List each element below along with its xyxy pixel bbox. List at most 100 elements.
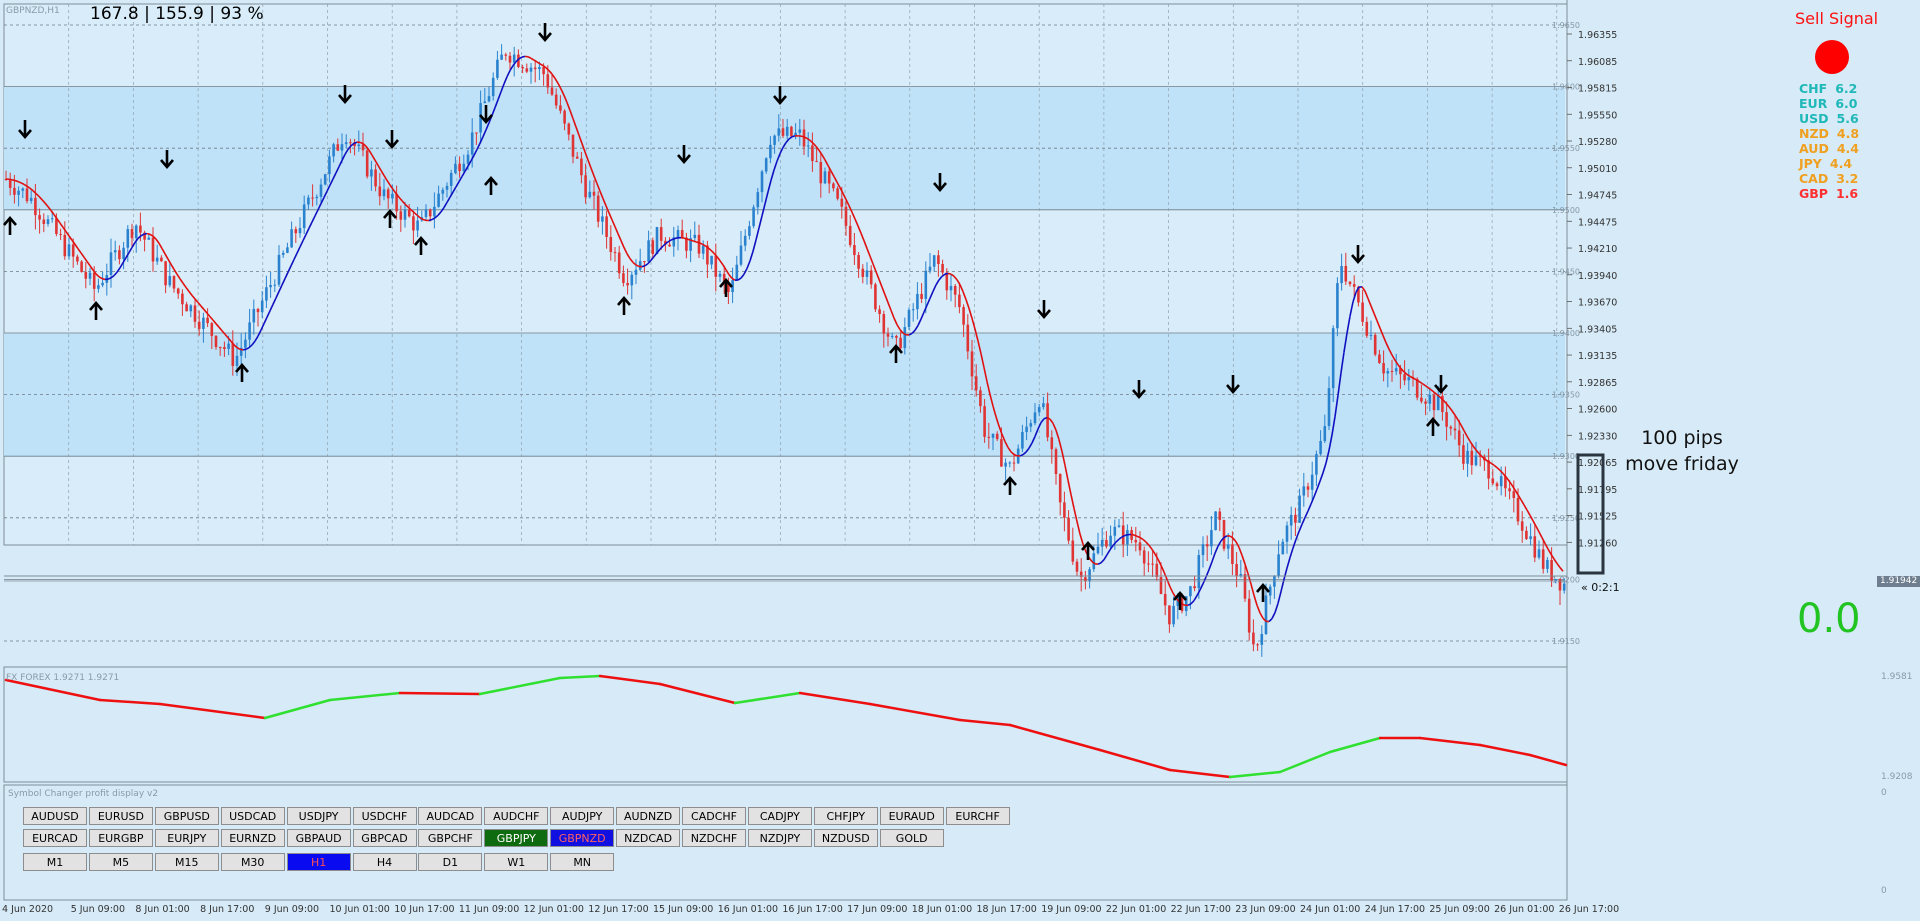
symbol-button-cadchf[interactable]: CADCHF (682, 807, 746, 825)
inner-level-label: 1.9300 (1552, 452, 1580, 461)
symbol-button-nzdchf[interactable]: NZDCHF (682, 829, 746, 847)
candle-body (227, 343, 230, 349)
candle-body (1184, 596, 1188, 612)
symbol-button-eurcad[interactable]: EURCAD (23, 829, 87, 847)
candle-body (353, 142, 356, 147)
candle-body (1084, 577, 1087, 582)
symbol-button-nzdusd[interactable]: NZDUSD (813, 829, 878, 847)
price-axis-label: 1.93135 (1578, 351, 1617, 362)
symbol-button-audjpy[interactable]: AUDJPY (550, 807, 615, 825)
symbol-button-nzdjpy[interactable]: NZDJPY (747, 829, 812, 847)
moving-average-segment (791, 135, 796, 138)
symbol-button-eurnzd[interactable]: EURNZD (220, 829, 285, 847)
moving-average-segment (107, 277, 112, 280)
candle-body (1109, 535, 1112, 547)
moving-average-segment (500, 83, 505, 93)
candle-body (386, 189, 390, 199)
price-axis-label: 1.95280 (1578, 137, 1617, 148)
symbol-button-gbpnzd[interactable]: GBPNZD (550, 829, 615, 847)
time-axis-label: 16 Jun 17:00 (782, 904, 842, 915)
sell-arrow-icon (538, 23, 552, 42)
oscillator-segment (4, 678, 102, 702)
symbol-panel-axis-top: 0 (1881, 788, 1887, 798)
sell-arrow-icon (1434, 375, 1448, 394)
symbol-button-euraud[interactable]: EURAUD (879, 807, 944, 825)
symbol-button-chfjpy[interactable]: CHFJPY (813, 807, 878, 825)
time-axis-label: 10 Jun 17:00 (394, 904, 454, 915)
candle-body (260, 300, 264, 313)
candle-body (563, 110, 566, 124)
price-axis-label: 1.91260 (1578, 538, 1617, 549)
symbol-button-gbpjpy[interactable]: GBPJPY (484, 829, 549, 847)
timeframe-button-d1[interactable]: D1 (418, 853, 483, 871)
moving-average-segment (257, 329, 262, 337)
candle-body (697, 234, 701, 254)
moving-average-segment (236, 346, 241, 350)
symbol-button-eurusd[interactable]: EURUSD (88, 807, 153, 825)
candle-body (239, 347, 243, 356)
moving-average-segment (1439, 396, 1444, 401)
symbol-button-usdchf[interactable]: USDCHF (352, 807, 417, 825)
timeframe-button-mn[interactable]: MN (550, 853, 615, 871)
moving-average-segment (134, 238, 139, 243)
symbol-button-audcad[interactable]: AUDCAD (418, 807, 483, 825)
candle-body (328, 156, 331, 175)
moving-average-segment (110, 274, 115, 279)
moving-average-segment (827, 165, 832, 172)
annotation-text: 100 pips move friday (1612, 425, 1752, 477)
candle-body (101, 282, 104, 286)
timeframe-button-m15[interactable]: M15 (154, 853, 219, 871)
moving-average-segment (1223, 535, 1228, 539)
moving-average-segment (971, 318, 976, 330)
moving-average-segment (629, 258, 634, 263)
candle-body (1562, 583, 1566, 591)
symbol-button-gbpaud[interactable]: GBPAUD (286, 829, 351, 847)
candle-body (1537, 549, 1541, 558)
price-axis-label: 1.92330 (1578, 431, 1617, 442)
moving-average-segment (548, 70, 553, 75)
strength-value: 6.2 (1835, 81, 1858, 96)
candle-body (357, 144, 361, 147)
moving-average-segment (596, 183, 601, 192)
candle-body (521, 67, 524, 69)
symbol-button-gold[interactable]: GOLD (879, 829, 944, 847)
symbol-button-eurjpy[interactable]: EURJPY (154, 829, 219, 847)
symbol-button-nzdcad[interactable]: NZDCAD (616, 829, 681, 847)
moving-average-segment (284, 271, 289, 279)
timeframe-button-w1[interactable]: W1 (484, 853, 549, 871)
symbol-button-usdjpy[interactable]: USDJPY (286, 807, 351, 825)
timeframe-button-m5[interactable]: M5 (88, 853, 153, 871)
candle-body (827, 171, 831, 184)
candle-body (1142, 550, 1146, 564)
symbol-button-gbpusd[interactable]: GBPUSD (154, 807, 219, 825)
symbol-button-cadjpy[interactable]: CADJPY (747, 807, 812, 825)
timeframe-button-m1[interactable]: M1 (23, 853, 87, 871)
candle-body (382, 189, 386, 197)
moving-average-segment (44, 202, 49, 208)
moving-average-segment (194, 298, 199, 304)
candle-body (903, 327, 907, 349)
symbol-button-gbpcad[interactable]: GBPCAD (352, 829, 417, 847)
moving-average-segment (530, 57, 535, 61)
moving-average-segment (1034, 428, 1039, 437)
candle-body (491, 77, 495, 97)
candle-body (265, 287, 268, 301)
buy-arrow-icon (617, 296, 631, 315)
candle-body (790, 126, 793, 137)
symbol-button-audusd[interactable]: AUDUSD (23, 807, 87, 825)
symbol-button-usdcad[interactable]: USDCAD (220, 807, 285, 825)
symbol-button-audnzd[interactable]: AUDNZD (616, 807, 681, 825)
timeframe-button-m30[interactable]: M30 (220, 853, 285, 871)
candle-body (844, 206, 848, 226)
timeframe-button-h1[interactable]: H1 (286, 853, 351, 871)
symbol-button-eurgbp[interactable]: EURGBP (88, 829, 153, 847)
timeframe-button-h4[interactable]: H4 (352, 853, 417, 871)
moving-average-segment (494, 99, 499, 109)
moving-average-segment (1331, 416, 1336, 436)
symbol-button-eurchf[interactable]: EURCHF (945, 807, 1010, 825)
symbol-button-audchf[interactable]: AUDCHF (484, 807, 549, 825)
symbol-button-gbpchf[interactable]: GBPCHF (418, 829, 483, 847)
moving-average-segment (176, 273, 181, 280)
time-axis-label: 19 Jun 09:00 (1041, 904, 1101, 915)
